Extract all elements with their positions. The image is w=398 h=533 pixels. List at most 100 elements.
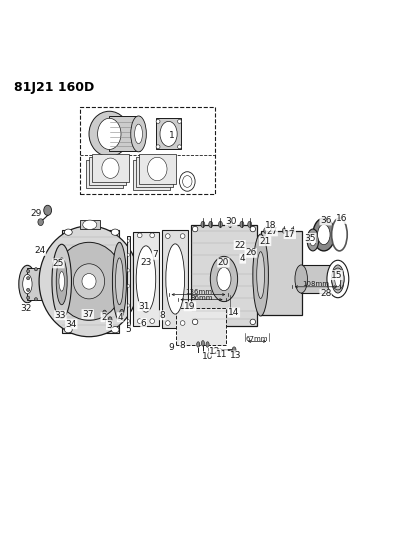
Ellipse shape [59,272,64,291]
Text: 4: 4 [117,313,123,322]
Ellipse shape [127,239,130,243]
Ellipse shape [102,158,119,179]
Bar [162,230,189,328]
Text: 136mm: 136mm [185,289,212,295]
Text: 33: 33 [55,311,66,320]
Bar [156,118,181,149]
Text: 12: 12 [209,347,220,356]
Text: 21: 21 [259,237,271,246]
Text: 25: 25 [53,259,64,268]
Ellipse shape [179,172,195,191]
Text: 24: 24 [34,246,46,255]
Ellipse shape [310,234,316,246]
Text: 67mm: 67mm [246,336,268,342]
Ellipse shape [98,118,121,149]
Bar [109,116,140,151]
Ellipse shape [180,321,185,325]
Ellipse shape [34,268,37,271]
Ellipse shape [55,243,123,320]
Ellipse shape [38,219,43,225]
Ellipse shape [250,319,256,325]
Ellipse shape [250,227,256,232]
Bar [80,107,215,195]
Ellipse shape [272,228,275,233]
Ellipse shape [197,342,200,347]
Ellipse shape [217,349,222,353]
Text: 7: 7 [152,251,158,259]
Ellipse shape [89,111,130,157]
Ellipse shape [27,277,30,280]
Ellipse shape [178,145,181,149]
Ellipse shape [248,221,252,228]
Ellipse shape [127,285,130,288]
Text: 8: 8 [180,341,185,350]
Bar [133,160,170,190]
Ellipse shape [56,258,67,305]
Bar [27,269,44,300]
Ellipse shape [115,258,123,305]
Ellipse shape [96,164,113,184]
Text: 11: 11 [216,350,227,359]
Ellipse shape [180,234,185,238]
Bar [176,308,226,345]
Ellipse shape [257,252,265,298]
Ellipse shape [307,229,319,251]
Ellipse shape [327,260,349,298]
Ellipse shape [39,226,139,337]
Bar [92,154,129,182]
Bar [261,231,302,315]
Text: 18: 18 [265,221,277,230]
Text: 22: 22 [234,240,245,249]
Ellipse shape [127,269,130,272]
Text: 35: 35 [304,233,316,243]
Bar [301,265,338,293]
Ellipse shape [210,256,238,302]
Ellipse shape [52,244,72,318]
Text: 1: 1 [169,131,175,140]
Ellipse shape [166,234,170,238]
Ellipse shape [166,244,185,314]
Text: 30: 30 [226,217,237,226]
Ellipse shape [201,341,205,346]
Ellipse shape [150,233,154,238]
Text: 9: 9 [168,343,174,352]
Text: 86mm: 86mm [190,295,213,301]
Ellipse shape [135,124,142,143]
Ellipse shape [295,265,307,293]
Ellipse shape [332,268,344,290]
Ellipse shape [148,157,167,181]
Ellipse shape [219,221,222,228]
Ellipse shape [253,234,268,316]
Ellipse shape [318,224,330,245]
Ellipse shape [335,271,341,287]
Text: 8: 8 [159,311,165,320]
Text: 5: 5 [125,325,131,334]
Ellipse shape [291,228,294,233]
Ellipse shape [178,119,181,123]
Text: 27: 27 [266,227,277,236]
Ellipse shape [332,265,344,293]
Text: 28: 28 [320,289,331,298]
Text: 2: 2 [101,313,107,322]
Ellipse shape [34,298,37,301]
Ellipse shape [332,218,347,251]
Bar [86,160,123,189]
Ellipse shape [209,221,213,228]
Ellipse shape [64,327,72,333]
Text: 20: 20 [218,258,229,267]
Ellipse shape [313,218,335,251]
Ellipse shape [44,205,52,215]
Text: 4: 4 [240,254,246,263]
Ellipse shape [156,119,160,123]
Ellipse shape [160,122,177,147]
Text: 34: 34 [66,320,77,329]
Bar [191,225,257,326]
Ellipse shape [127,304,130,307]
Ellipse shape [23,274,32,294]
Ellipse shape [192,227,198,232]
Ellipse shape [141,164,161,187]
Ellipse shape [64,229,72,235]
Ellipse shape [144,160,164,184]
Ellipse shape [82,273,96,289]
Ellipse shape [183,175,192,187]
